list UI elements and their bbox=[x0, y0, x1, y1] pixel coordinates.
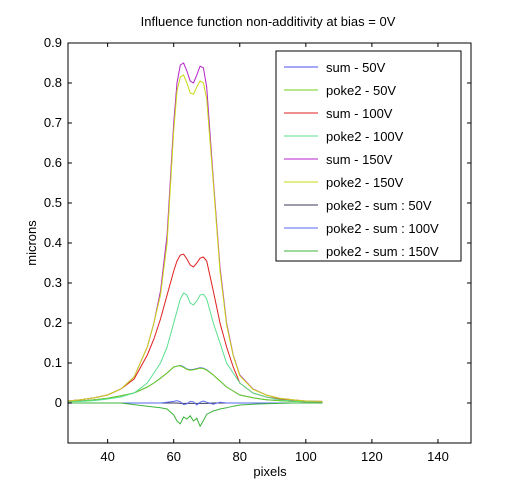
y-axis-label: microns bbox=[24, 220, 39, 266]
x-axis-label: pixels bbox=[253, 464, 287, 479]
legend-label-1: poke2 - 50V bbox=[326, 83, 396, 98]
series-line-8 bbox=[68, 402, 323, 428]
legend-label-6: poke2 - sum : 50V bbox=[326, 198, 432, 213]
series-line-7 bbox=[68, 400, 323, 406]
series-layer bbox=[67, 62, 323, 428]
x-axis: 40 60 80 100 120 140 bbox=[100, 43, 449, 464]
series-line-1 bbox=[67, 365, 323, 403]
x-tick-label: 80 bbox=[233, 449, 247, 464]
x-tick-label: 40 bbox=[100, 449, 114, 464]
series-line-3 bbox=[67, 292, 323, 403]
legend-label-4: sum - 150V bbox=[326, 152, 393, 167]
legend-box bbox=[275, 50, 462, 262]
legend-label-3: poke2 - 100V bbox=[326, 129, 404, 144]
y-tick-label: 0.1 bbox=[44, 355, 62, 370]
legend-label-7: poke2 - sum : 100V bbox=[326, 221, 439, 236]
series-line-5 bbox=[67, 74, 323, 402]
x-tick-label: 60 bbox=[166, 449, 180, 464]
y-tick-label: 0.4 bbox=[44, 235, 62, 250]
legend-label-0: sum - 50V bbox=[326, 60, 386, 75]
x-tick-label: 100 bbox=[295, 449, 317, 464]
y-tick-label: 0.5 bbox=[44, 195, 62, 210]
y-tick-label: 0 bbox=[55, 395, 62, 410]
legend: sum - 50V poke2 - 50V sum - 100V poke2 - 10… bbox=[275, 50, 462, 262]
x-tick-label: 120 bbox=[361, 449, 383, 464]
y-axis: 0 0.1 0.2 0.3 0.4 0.5 0.6 0.7 0.8 0.9 bbox=[44, 35, 471, 410]
y-tick-label: 0.8 bbox=[44, 75, 62, 90]
legend-label-8: poke2 - sum : 150V bbox=[326, 244, 439, 259]
y-tick-label: 0.9 bbox=[44, 35, 62, 50]
legend-label-2: sum - 100V bbox=[326, 106, 393, 121]
y-tick-label: 0.6 bbox=[44, 155, 62, 170]
y-tick-label: 0.2 bbox=[44, 315, 62, 330]
chart-title: Influence function non-additivity at bia… bbox=[141, 14, 396, 29]
y-tick-label: 0.7 bbox=[44, 115, 62, 130]
legend-label-5: poke2 - 150V bbox=[326, 175, 404, 190]
x-tick-label: 140 bbox=[427, 449, 449, 464]
y-tick-label: 0.3 bbox=[44, 275, 62, 290]
